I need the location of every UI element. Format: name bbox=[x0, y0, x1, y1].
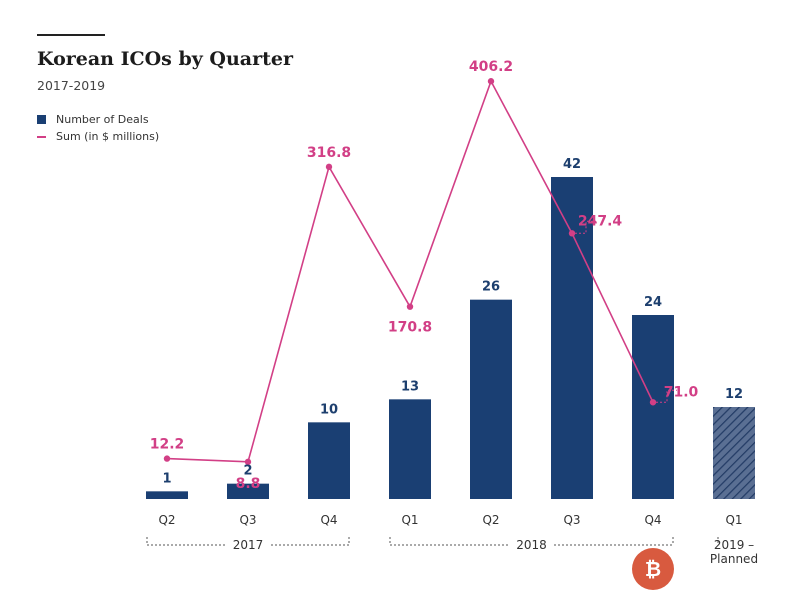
bar-value-label-4: 26 bbox=[482, 280, 500, 295]
bar-4 bbox=[470, 299, 512, 499]
group-label-0: 2017 bbox=[233, 538, 264, 552]
group-label-bg-0 bbox=[226, 536, 270, 552]
sum-point-6 bbox=[649, 399, 657, 406]
x-tick-label-5: Q3 bbox=[563, 513, 580, 527]
sum-value-label-4: 406.2 bbox=[469, 59, 513, 75]
sum-value-label-5: 247.4 bbox=[578, 213, 623, 229]
bar-value-label-5: 42 bbox=[563, 157, 581, 172]
bar-value-label-3: 13 bbox=[401, 379, 419, 394]
bar-value-label-2: 10 bbox=[320, 402, 338, 417]
bar-6 bbox=[632, 315, 674, 499]
bar-2 bbox=[308, 422, 350, 499]
legend-swatch-bar bbox=[37, 115, 46, 124]
group-sublabel-2: Planned bbox=[710, 552, 758, 566]
sum-value-label-0: 12.2 bbox=[150, 437, 185, 453]
group-label-bg-1 bbox=[509, 536, 554, 552]
x-tick-label-3: Q1 bbox=[401, 513, 418, 527]
leader-6 bbox=[656, 389, 677, 403]
group-label-2: 2019 – bbox=[714, 538, 754, 552]
x-tick-label-2: Q4 bbox=[320, 513, 337, 527]
sum-point-1 bbox=[244, 458, 252, 466]
x-tick-label-0: Q2 bbox=[158, 513, 175, 527]
x-tick-label-6: Q4 bbox=[644, 513, 661, 527]
leader-5 bbox=[575, 220, 596, 234]
bar-0 bbox=[146, 491, 188, 499]
chart-subtitle: 2017-2019 bbox=[37, 78, 106, 93]
bar-1 bbox=[227, 483, 269, 499]
sum-point-3 bbox=[406, 303, 414, 310]
legend-item-deals: Number of Deals bbox=[37, 111, 159, 128]
legend-label-sum: Sum (in $ millions) bbox=[56, 130, 160, 143]
x-tick-label-1: Q3 bbox=[239, 513, 256, 527]
x-tick-label-7: Q1 bbox=[725, 513, 742, 527]
bar-7 bbox=[713, 407, 755, 499]
bar-value-label-1: 2 bbox=[243, 464, 252, 479]
sum-point-0 bbox=[163, 455, 171, 462]
bar-value-label-6: 24 bbox=[644, 295, 662, 310]
legend-swatch-line bbox=[37, 135, 46, 138]
title-rule bbox=[37, 34, 105, 36]
legend-item-sum: Sum (in $ millions) bbox=[37, 128, 159, 145]
group-label-1: 2018 bbox=[516, 538, 547, 552]
bar-3 bbox=[389, 399, 431, 499]
bitcoin-logo-icon: ₿ bbox=[632, 548, 674, 590]
sum-point-4 bbox=[487, 78, 495, 85]
sum-point-2 bbox=[325, 163, 333, 171]
sum-value-label-1: 8.8 bbox=[236, 476, 261, 492]
sum-value-label-6: 71.0 bbox=[664, 384, 699, 400]
x-tick-label-4: Q2 bbox=[482, 513, 499, 527]
legend-label-deals: Number of Deals bbox=[56, 113, 149, 126]
chart-title: Korean ICOs by Quarter bbox=[37, 48, 293, 70]
bitcoin-glyph: ₿ bbox=[644, 556, 662, 581]
sum-value-label-2: 316.8 bbox=[307, 145, 351, 161]
bar-value-label-7: 12 bbox=[725, 387, 743, 402]
bar-value-label-0: 1 bbox=[162, 471, 171, 486]
sum-point-5 bbox=[568, 230, 576, 237]
sum-value-label-3: 170.8 bbox=[388, 320, 432, 336]
legend: Number of Deals Sum (in $ millions) bbox=[37, 111, 159, 145]
